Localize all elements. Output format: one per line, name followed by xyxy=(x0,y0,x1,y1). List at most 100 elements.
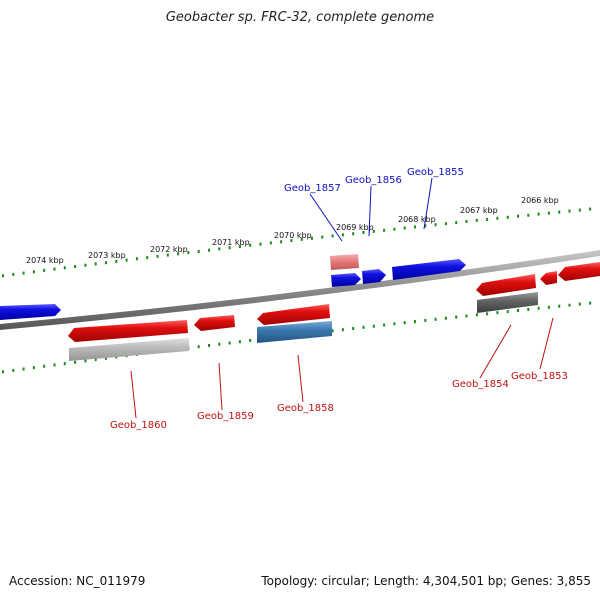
lower-scale-minor-tick xyxy=(249,339,252,342)
leader-geob-1854 xyxy=(479,324,512,379)
upper-scale-minor-tick xyxy=(311,236,313,240)
cds-geob-1860[interactable] xyxy=(69,338,189,361)
upper-scale-minor-tick xyxy=(105,261,107,265)
lower-scale-minor-tick xyxy=(558,304,561,308)
lower-scale-minor-tick xyxy=(331,329,334,333)
gene-geob-1859[interactable] xyxy=(194,315,235,331)
tick-label-2069: 2069 kbp xyxy=(336,223,374,232)
upper-scale-minor-tick xyxy=(32,270,35,274)
upper-scale-minor-tick xyxy=(352,232,355,236)
gene-geob-1855[interactable] xyxy=(392,259,466,280)
label-geob-1859: Geob_1859 xyxy=(197,411,254,422)
genome-summary-text: Topology: circular; Length: 4,304,501 bp… xyxy=(261,574,591,588)
gene-left-forward[interactable] xyxy=(0,304,61,320)
upper-scale-minor-tick xyxy=(403,226,406,230)
upper-scale-minor-tick xyxy=(444,222,447,226)
genome-backbone xyxy=(0,250,600,330)
chart-title: Geobacter sp. FRC-32, complete genome xyxy=(165,10,435,25)
upper-scale-minor-tick xyxy=(455,221,458,225)
lower-scale-minor-tick xyxy=(94,358,97,362)
upper-scale-minor-tick xyxy=(578,208,581,212)
lower-scale-minor-tick xyxy=(362,325,365,329)
lower-scale-minor-tick xyxy=(238,340,241,344)
upper-scale-minor-tick xyxy=(362,231,365,234)
lower-scale-minor-tick xyxy=(22,367,25,371)
tick-label-2074: 2074 kbp xyxy=(26,256,64,265)
lower-scale-minor-tick xyxy=(444,316,447,320)
lower-scale-minor-tick xyxy=(589,301,592,305)
gene-geob-1856[interactable] xyxy=(362,269,386,284)
upper-scale-minor-tick xyxy=(372,229,375,233)
lower-scale-minor-tick xyxy=(475,313,478,317)
gene-geob-1857[interactable] xyxy=(331,273,361,287)
upper-scale-minor-tick xyxy=(341,233,344,237)
gene-right-reverse[interactable] xyxy=(558,262,600,281)
upper-scale-minor-tick xyxy=(94,262,97,266)
lower-scale-minor-tick xyxy=(578,302,581,306)
lower-scale-minor-tick xyxy=(506,310,509,314)
upper-scale-minor-tick xyxy=(218,247,221,251)
upper-scale-minor-tick xyxy=(125,258,128,262)
upper-scale-minor-tick xyxy=(146,256,149,260)
upper-scale-minor-tick xyxy=(589,207,592,211)
lower-scale-minor-tick xyxy=(228,341,231,345)
upper-scale-minor-tick xyxy=(517,214,519,218)
lower-scale-minor-tick xyxy=(352,327,355,330)
lower-scale-minor-tick xyxy=(527,307,530,311)
lower-scale-minor-tick xyxy=(424,318,427,322)
upper-scale-minor-tick xyxy=(280,240,283,244)
upper-scale-minor-tick xyxy=(424,224,427,228)
lower-scale-minor-tick xyxy=(537,306,540,310)
gene-geob-1853[interactable] xyxy=(540,271,557,285)
leader-geob-1858 xyxy=(297,354,304,403)
lower-scale-minor-tick xyxy=(393,322,396,326)
accession-text: Accession: NC_011979 xyxy=(9,574,146,588)
gene-geob-1854[interactable] xyxy=(476,274,536,296)
lower-scale-minor-tick xyxy=(341,328,344,332)
leader-geob-1855 xyxy=(423,177,433,230)
upper-scale-minor-tick xyxy=(177,252,180,256)
lower-scale-minor-tick xyxy=(372,324,375,328)
upper-scale-minor-tick xyxy=(2,274,4,278)
lower-scale-minor-tick xyxy=(218,342,221,346)
leader-geob-1853 xyxy=(539,317,554,370)
leader-geob-1859 xyxy=(218,362,223,411)
upper-scale-minor-tick xyxy=(228,246,231,250)
upper-scale-minor-tick xyxy=(527,213,530,217)
rna-geob-1858[interactable] xyxy=(257,321,332,343)
upper-scale-minor-tick xyxy=(269,241,272,245)
gene-geob-1857-pseudo[interactable] xyxy=(330,254,359,270)
cds-geob-1854[interactable] xyxy=(477,292,538,313)
upper-scale-minor-tick xyxy=(187,251,190,255)
upper-scale-minor-tick xyxy=(331,234,334,238)
upper-scale-minor-tick xyxy=(74,265,77,268)
upper-scale-minor-tick xyxy=(383,228,386,232)
upper-scale-minor-tick xyxy=(238,245,241,248)
lower-scale-minor-tick xyxy=(383,323,386,327)
lower-scale-minor-tick xyxy=(547,305,550,309)
tick-label-2071: 2071 kbp xyxy=(212,238,250,247)
upper-scale-minor-tick xyxy=(465,220,468,223)
lower-scale-minor-tick xyxy=(63,362,66,366)
gene-geob-1858[interactable] xyxy=(257,304,330,325)
lower-scale-minor-tick xyxy=(197,345,200,349)
gene-geob-1860[interactable] xyxy=(68,320,188,342)
upper-scale-minor-tick xyxy=(496,216,499,220)
upper-scale-minor-tick xyxy=(434,223,437,227)
lower-scale-minor-tick xyxy=(2,370,4,374)
tick-label-2072: 2072 kbp xyxy=(150,245,188,254)
lower-scale-minor-tick xyxy=(32,366,35,370)
lower-scale-minor-tick xyxy=(517,309,519,312)
leader-geob-1856 xyxy=(368,185,372,237)
label-geob-1855: Geob_1855 xyxy=(407,167,464,178)
label-geob-1857: Geob_1857 xyxy=(284,183,341,194)
upper-scale-minor-tick xyxy=(506,215,509,219)
lower-scale-minor-tick xyxy=(455,315,458,319)
lower-scale-minor-tick xyxy=(403,321,406,325)
leader-geob-1860 xyxy=(130,370,137,419)
lower-scale-minor-tick xyxy=(568,303,571,307)
upper-scale-minor-tick xyxy=(414,225,416,229)
tick-label-2070: 2070 kbp xyxy=(274,231,312,240)
lower-scale-minor-tick xyxy=(105,356,107,360)
